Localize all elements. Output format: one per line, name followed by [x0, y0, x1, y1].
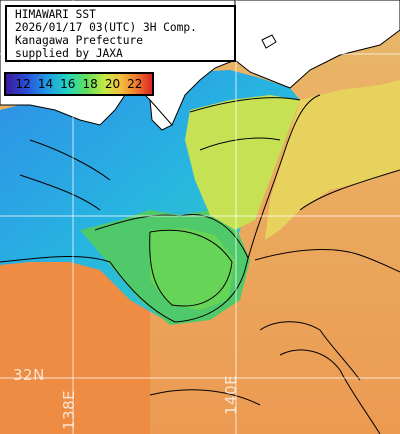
scale-label-20: 20: [104, 77, 121, 91]
scale-label-22: 22: [127, 77, 143, 91]
ocean-yellow-east: [265, 80, 400, 240]
temperature-color-scale: 12 14 16 18 20 22: [4, 72, 154, 96]
title-line-region: Kanagawa Prefecture: [15, 34, 143, 47]
scale-label-14: 14: [37, 77, 54, 91]
land-honshu: [234, 0, 400, 89]
scale-label-18: 18: [82, 77, 98, 91]
title-box: HIMAWARI SST 2026/01/17 03(UTC) 3H Comp.…: [5, 5, 236, 62]
latitude-label-32n: 32N: [13, 366, 45, 384]
land-peninsula: [149, 98, 173, 131]
longitude-label-138e: 138E: [60, 389, 78, 430]
title-line-source: supplied by JAXA: [15, 47, 123, 60]
title-line-date: 2026/01/17 03(UTC) 3H Comp.: [15, 21, 197, 34]
ocean-green-inner: [150, 228, 235, 310]
scale-label-12: 12: [15, 77, 31, 91]
title-line-dataset: HIMAWARI SST: [15, 8, 96, 21]
ocean-orange-area: [0, 254, 150, 434]
land-island: [261, 34, 277, 49]
ocean-yellow-zone: [185, 95, 300, 230]
longitude-label-140e: 140E: [222, 374, 240, 415]
scale-label-16: 16: [60, 77, 76, 91]
